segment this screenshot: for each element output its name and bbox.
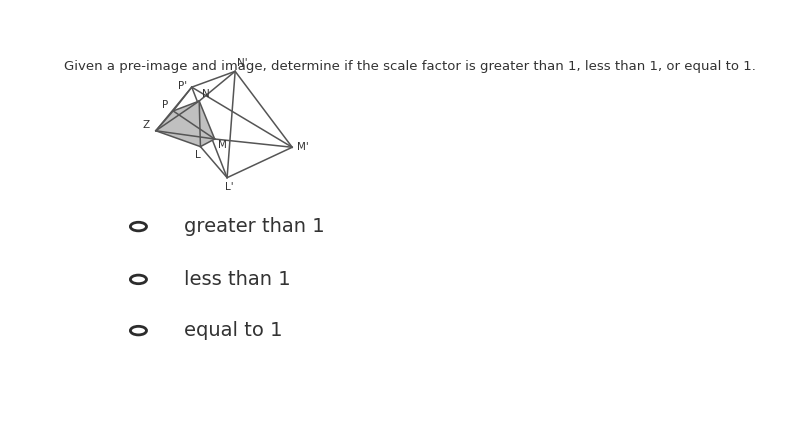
Text: N': N': [237, 58, 248, 68]
Text: L': L': [225, 181, 234, 192]
Text: P: P: [162, 100, 168, 110]
Text: equal to 1: equal to 1: [184, 321, 282, 340]
Text: M: M: [218, 140, 226, 150]
Text: M': M': [297, 142, 309, 151]
Text: L: L: [195, 150, 201, 160]
Text: greater than 1: greater than 1: [184, 217, 324, 236]
Text: Z: Z: [142, 120, 150, 130]
Polygon shape: [156, 101, 214, 147]
Text: N: N: [202, 89, 210, 99]
Text: P': P': [178, 81, 187, 91]
Text: Given a pre-image and image, determine if the scale factor is greater than 1, le: Given a pre-image and image, determine i…: [64, 60, 756, 73]
Text: less than 1: less than 1: [184, 270, 290, 289]
